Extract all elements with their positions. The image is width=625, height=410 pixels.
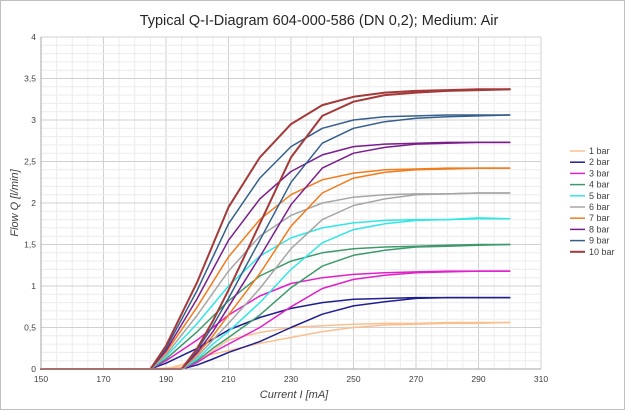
y-tick-label: 0 [31,364,36,374]
chart-title: Typical Q-I-Diagram 604-000-586 (DN 0,2)… [140,13,499,29]
legend-entry: 7 bar [589,213,610,223]
series-line-up [40,167,511,370]
y-tick-label: 2,5 [24,157,36,167]
x-tick-label: 250 [346,374,360,384]
series-line-down [40,296,511,370]
x-tick-label: 290 [471,374,485,384]
x-axis-title: Current I [mA] [260,389,329,401]
tick-labels: 150 170 190 210 230 250 270 290 310 0 0,5 1 1,5 2 2,5 3… [24,32,548,384]
legend-entry: 9 bar [589,236,610,246]
series-line-down [40,217,511,370]
series-10 [40,88,511,370]
legend-entry: 4 bar [589,180,610,190]
series-line-up [40,270,511,370]
x-tick-label: 210 [221,374,235,384]
legend-entry: 6 bar [589,202,610,212]
y-tick-label: 4 [31,32,36,42]
series-line-down [40,270,511,370]
x-tick-label: 270 [409,374,423,384]
y-tick-label: 1,5 [24,240,36,250]
series-line-up [40,141,511,370]
series-3 [40,270,511,370]
y-axis-title: Flow Q [l/min] [9,168,21,236]
series-5 [40,217,511,370]
x-tick-label: 230 [284,374,298,384]
series-line-up [40,114,511,370]
series-line-up [40,243,511,370]
y-tick-label: 3,5 [24,74,36,84]
x-tick-label: 170 [96,374,110,384]
y-tick-label: 0,5 [24,323,36,333]
x-tick-label: 150 [34,374,48,384]
y-tick-label: 1 [31,281,36,291]
axes [40,37,541,370]
legend-entry: 2 bar [589,157,610,167]
legend-entry: 8 bar [589,224,610,234]
y-tick-label: 2 [31,198,36,208]
legend-entry: 1 bar [589,146,610,156]
series-2 [40,296,511,370]
legend-entry: 5 bar [589,191,610,201]
y-tick-label: 3 [31,115,36,125]
series-line-down [40,88,511,370]
x-tick-label: 310 [534,374,548,384]
legend-entry: 3 bar [589,168,610,178]
series-layer [40,88,511,370]
legend-entry: 10 bar [589,247,615,257]
series-line-up [40,321,511,370]
x-tick-label: 190 [159,374,173,384]
gridlines [40,36,542,370]
